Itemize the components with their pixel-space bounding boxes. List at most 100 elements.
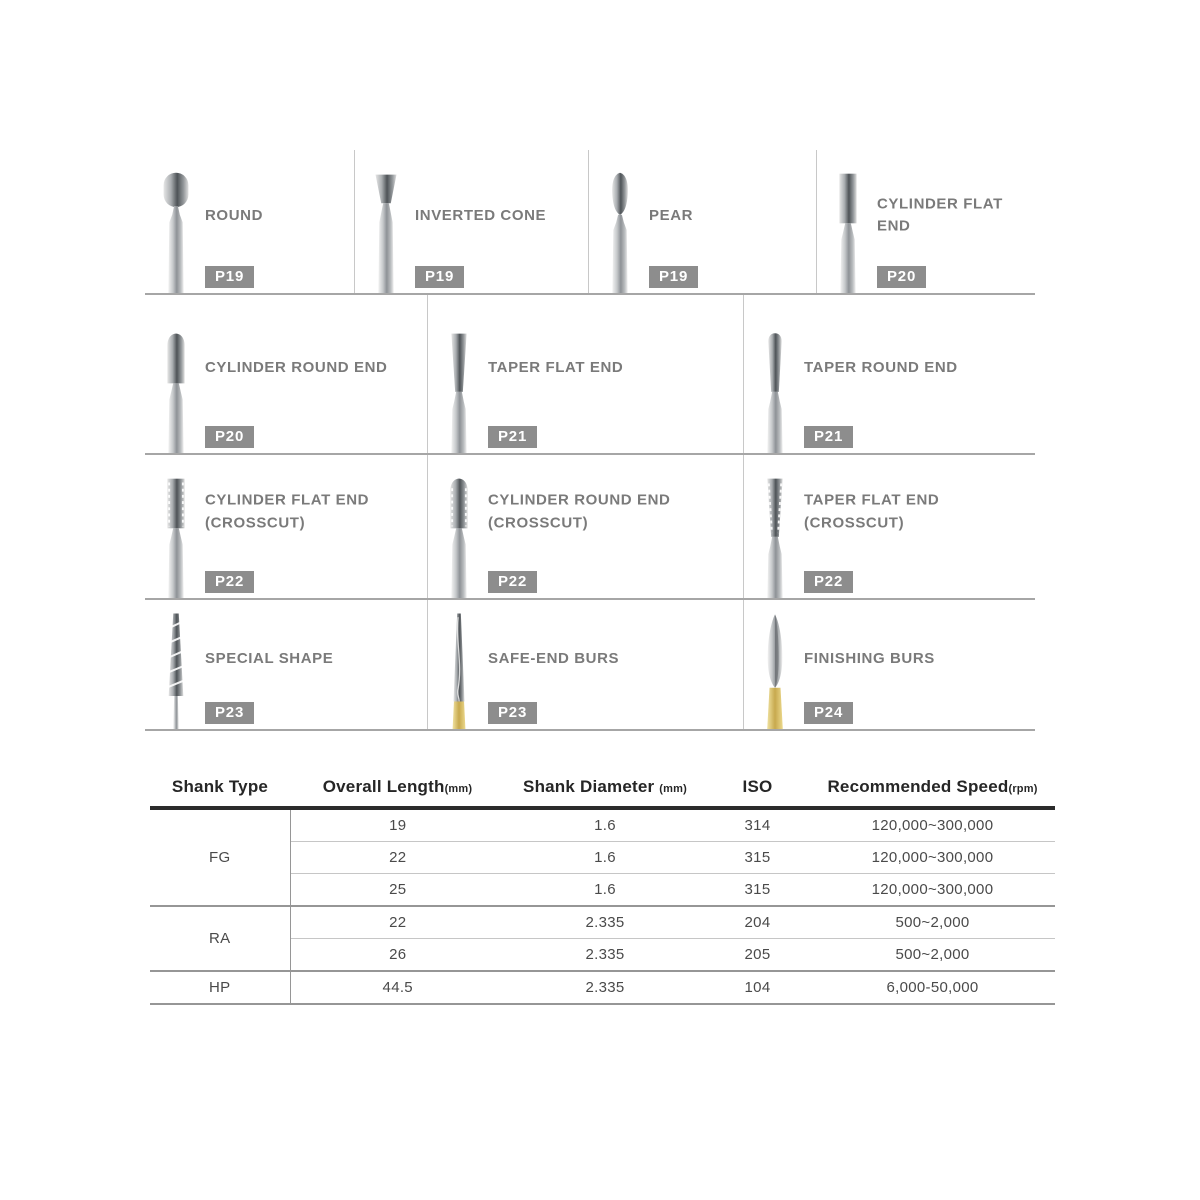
catalog-row-1: ROUND P19 INVERTED CONE P19 (145, 150, 1035, 295)
bur-item-cylinder-round-end-crosscut: CYLINDER ROUND END (CROSSCUT) P22 (428, 455, 744, 598)
cylinder-flat-end-crosscut-bur-icon (167, 478, 185, 598)
taper-flat-end-crosscut-bur-icon (767, 478, 783, 598)
bur-name: TAPER FLAT END (488, 358, 624, 376)
catalog-row-2: CYLINDER ROUND END P20 TAPER FLAT END P2… (145, 295, 1035, 455)
table-row: 26 2.335 205 500~2,000 (150, 938, 1055, 971)
unit-mm: (mm) (659, 783, 687, 795)
overall-length-value: 26 (290, 938, 505, 971)
page-badge: P22 (804, 571, 854, 593)
taper-flat-end-bur-icon (451, 333, 467, 453)
overall-length-value: 19 (389, 817, 407, 834)
bur-item-special-shape: SPECIAL SHAPE P23 (145, 600, 428, 729)
bur-item-taper-round-end: TAPER ROUND END P21 (744, 295, 1035, 453)
spec-table: Shank Type Overall Length(mm) Shank Diam… (150, 772, 1055, 1005)
bur-name: CYLINDER FLAT END (877, 195, 1003, 235)
header-iso: ISO (705, 772, 810, 810)
header-shank-type: Shank Type (150, 772, 290, 810)
bur-name: SAFE-END BURS (488, 650, 620, 668)
shank-type-fg: FG (150, 808, 291, 906)
unit-rpm: (rpm) (1008, 783, 1038, 795)
bur-item-pear: PEAR P19 (589, 150, 817, 293)
bur-name: TAPER ROUND END (804, 358, 958, 376)
bur-image (754, 303, 796, 453)
overall-length-value: 44.5 (290, 970, 505, 1005)
bur-item-taper-flat-end-crosscut: TAPER FLAT END (CROSSCUT) P22 (744, 455, 1035, 598)
bur-image (754, 608, 796, 729)
page-badge: P23 (488, 702, 538, 724)
page-badge: P21 (804, 426, 854, 448)
shank-type-ra: RA (150, 905, 291, 971)
bur-name: SPECIAL SHAPE (205, 650, 334, 668)
bur-item-cylinder-flat-end-crosscut: CYLINDER FLAT END (CROSSCUT) P22 (145, 455, 428, 598)
bur-item-finishing: FINISHING BURS P24 (744, 600, 1035, 729)
bur-image (599, 158, 641, 293)
table-row: 22 1.6 315 120,000~300,000 (150, 841, 1055, 874)
shank-diameter-value: 1.6 (594, 817, 616, 834)
finishing-bur-icon (767, 614, 783, 729)
shank-diameter-value: 2.335 (505, 905, 705, 939)
bur-image (438, 463, 480, 598)
iso-value: 315 (705, 841, 810, 874)
shank-diameter-value: 1.6 (505, 873, 705, 906)
recommended-speed-value: 120,000~300,000 (810, 873, 1055, 906)
bur-item-cylinder-round-end: CYLINDER ROUND END P20 (145, 295, 428, 453)
bur-name: CYLINDER ROUND END (CROSSCUT) (488, 491, 671, 532)
bur-item-safe-end: SAFE-END BURS P23 (428, 600, 744, 729)
page-badge: P19 (415, 266, 465, 288)
bur-item-taper-flat-end: TAPER FLAT END P21 (428, 295, 744, 453)
bur-name: TAPER FLAT END (CROSSCUT) (804, 491, 940, 532)
shank-diameter-value: 2.335 (505, 970, 705, 1005)
bur-image (155, 608, 197, 729)
recommended-speed-value: 6,000-50,000 (810, 970, 1055, 1005)
iso-value: 314 (744, 817, 771, 834)
table-row: HP 44.5 2.335 104 6,000-50,000 (150, 970, 1055, 1005)
table-row: 25 1.6 315 120,000~300,000 (150, 873, 1055, 906)
bur-catalog-grid: ROUND P19 INVERTED CONE P19 (145, 150, 1035, 731)
bur-name: FINISHING BURS (804, 650, 935, 668)
bur-item-round: ROUND P19 (145, 150, 355, 293)
catalog-row-3: CYLINDER FLAT END (CROSSCUT) P22 CYLINDER… (145, 455, 1035, 600)
bur-name: INVERTED CONE (415, 206, 547, 224)
iso-value: 205 (705, 938, 810, 971)
bur-image (754, 463, 796, 598)
unit-mm: (mm) (444, 783, 473, 795)
bur-image (155, 463, 197, 598)
page-badge: P24 (804, 702, 854, 724)
overall-length-value: 25 (290, 873, 505, 906)
cylinder-flat-end-bur-icon (839, 173, 857, 293)
page-badge: P19 (205, 266, 255, 288)
pear-bur-icon (612, 172, 628, 293)
bur-image (365, 158, 407, 293)
header-recommended-speed: Recommended Speed(rpm) (810, 772, 1055, 810)
inverted-cone-bur-icon (375, 174, 397, 293)
bur-name: CYLINDER ROUND END (205, 358, 388, 376)
round-bur-icon (163, 172, 189, 293)
page-badge: P19 (649, 266, 699, 288)
table-row: FG 19 1.6 314 120,000~300,000 (150, 808, 1055, 906)
iso-value: 204 (705, 905, 810, 939)
table-row: RA 22 2.335 204 500~2,000 (150, 905, 1055, 971)
recommended-speed-value: 500~2,000 (810, 905, 1055, 939)
header-shank-diameter: Shank Diameter (mm) (505, 772, 705, 810)
bur-item-inverted-cone: INVERTED CONE P19 (355, 150, 589, 293)
bur-image (155, 158, 197, 293)
bur-image (438, 608, 480, 729)
shank-diameter-value: 2.335 (505, 938, 705, 971)
shank-type-hp: HP (150, 970, 291, 1005)
shank-diameter-value: 1.6 (505, 841, 705, 874)
page-badge: P20 (877, 266, 927, 288)
bur-image (155, 303, 197, 453)
bur-name: ROUND (205, 206, 263, 224)
recommended-speed-value: 120,000~300,000 (810, 841, 1055, 874)
iso-value: 315 (705, 873, 810, 906)
bur-image (438, 303, 480, 453)
catalog-row-4: SPECIAL SHAPE P23 SAFE-END BURS P23 (145, 600, 1035, 731)
page-badge: P22 (205, 571, 255, 593)
page-badge: P20 (205, 426, 255, 448)
spec-table-header-row: Shank Type Overall Length(mm) Shank Diam… (150, 772, 1055, 810)
recommended-speed-value: 500~2,000 (810, 938, 1055, 971)
cylinder-round-end-crosscut-bur-icon (450, 478, 468, 598)
page-badge: P21 (488, 426, 538, 448)
overall-length-value: 22 (290, 905, 505, 939)
